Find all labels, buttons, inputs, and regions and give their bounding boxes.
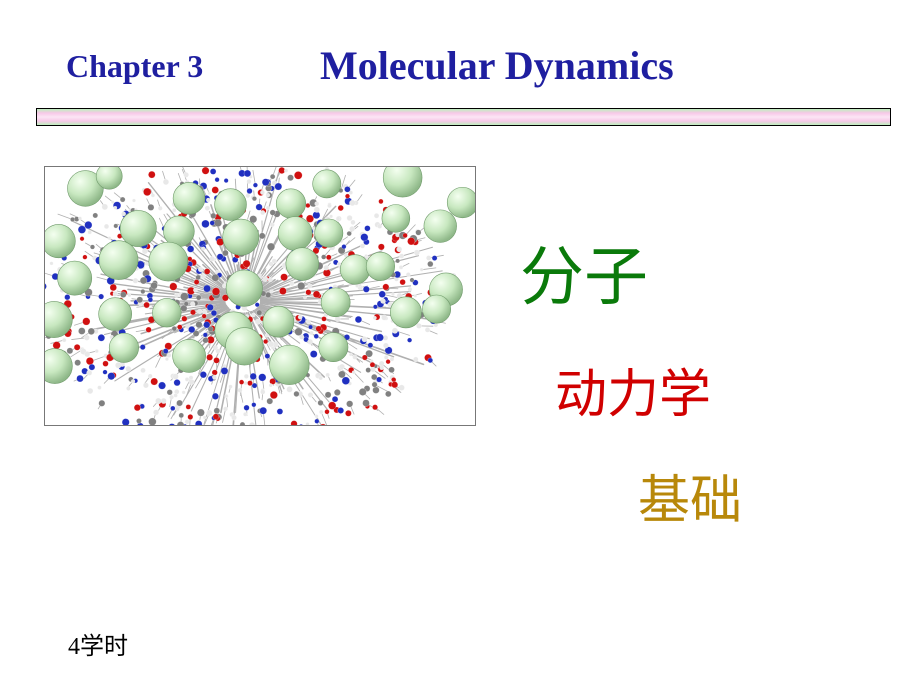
class-hours: 4学时 [68,626,128,661]
molecular-diagram [44,166,476,426]
chapter-label: Chapter 3 [66,48,203,85]
word-dynamics: 动力学 [555,352,711,427]
header-rule [36,108,891,126]
word-molecule: 分子 [520,226,648,318]
page-title: Molecular Dynamics [320,42,674,89]
molecular-diagram-svg [45,167,475,425]
word-basis: 基础 [638,458,742,533]
